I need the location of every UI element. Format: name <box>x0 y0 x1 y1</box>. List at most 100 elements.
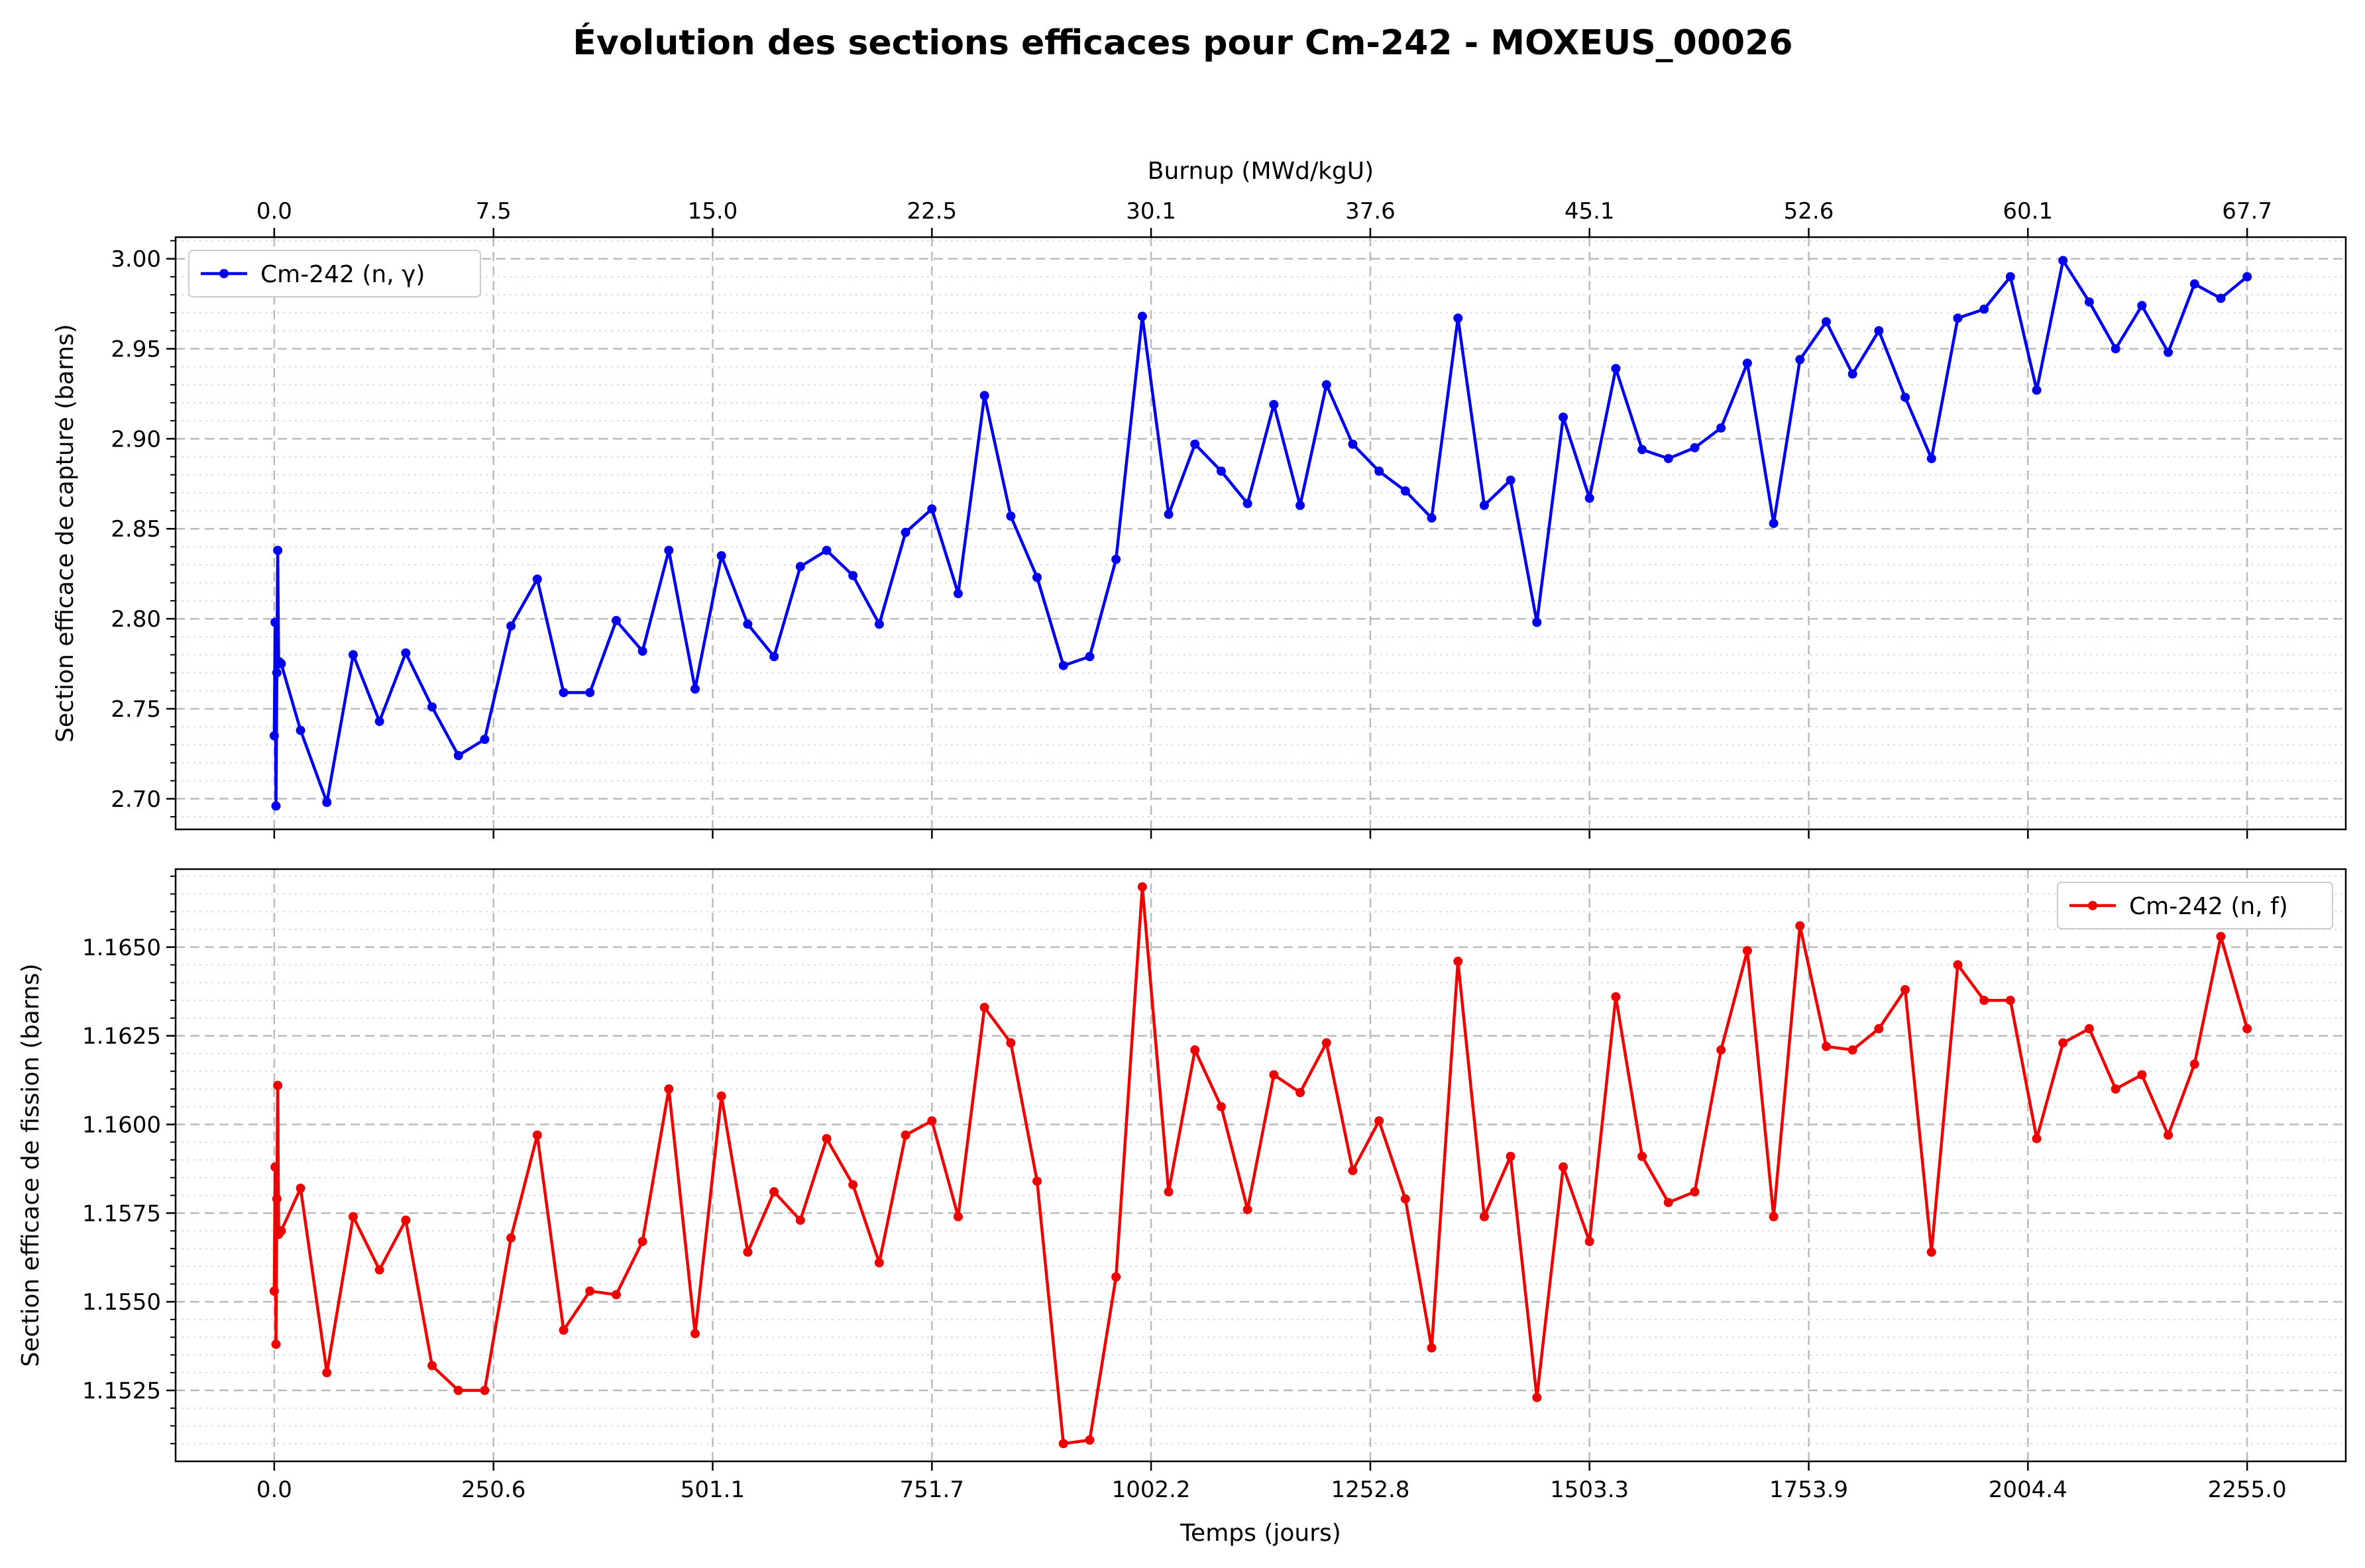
data-point <box>1716 1045 1726 1055</box>
data-point <box>271 801 281 811</box>
data-point <box>1164 1187 1174 1197</box>
data-point <box>901 1130 910 1140</box>
data-point <box>1979 304 1989 314</box>
burnup-tick-label: 60.1 <box>2003 198 2053 225</box>
data-point <box>506 621 516 631</box>
y-axis-label: Section efficace de capture (barns) <box>52 324 79 743</box>
data-point <box>1821 1041 1831 1051</box>
data-point <box>1190 439 1200 449</box>
data-point <box>611 615 621 625</box>
data-point <box>1769 1212 1779 1222</box>
data-point <box>374 716 384 726</box>
y-tick-label: 2.75 <box>111 696 161 723</box>
data-point <box>2032 1133 2042 1143</box>
data-point <box>1874 326 1884 336</box>
y-tick-label: 2.80 <box>111 606 161 633</box>
data-point <box>272 1194 282 1204</box>
data-point <box>2058 256 2068 266</box>
data-point <box>1032 1176 1042 1186</box>
data-point <box>874 619 884 629</box>
data-point <box>1663 454 1673 464</box>
data-point <box>1269 1070 1279 1080</box>
data-point <box>2137 1070 2147 1080</box>
data-point <box>1400 486 1410 496</box>
legend-marker <box>2088 901 2097 910</box>
axes-frame <box>174 236 2347 831</box>
data-point <box>848 570 858 580</box>
data-point <box>270 617 280 627</box>
data-point <box>559 688 569 698</box>
data-point <box>2005 272 2015 282</box>
data-point <box>848 1180 858 1190</box>
x-tick-label: 1002.2 <box>1112 1477 1191 1503</box>
data-point <box>927 504 937 514</box>
y-tick-label: 2.85 <box>111 516 161 543</box>
data-point <box>1137 882 1147 892</box>
data-point <box>1953 313 1963 323</box>
legend-box <box>2057 882 2333 929</box>
data-point <box>795 1215 805 1225</box>
data-point <box>743 1247 753 1257</box>
burnup-tick-label: 0.0 <box>256 198 292 225</box>
data-point <box>1953 960 1963 970</box>
data-point <box>453 1385 463 1395</box>
data-point <box>1742 358 1752 368</box>
y-tick-label: 1.1525 <box>82 1378 161 1404</box>
data-point <box>1795 921 1805 931</box>
data-point <box>743 619 753 629</box>
data-point <box>1795 354 1805 364</box>
data-point <box>427 1361 437 1371</box>
data-point <box>1479 1212 1489 1222</box>
legend-label: Cm-242 (n, f) <box>2129 893 2288 920</box>
data-point <box>1058 1439 1068 1449</box>
x-tick-label: 751.7 <box>900 1477 964 1503</box>
data-point <box>506 1233 516 1243</box>
data-point <box>716 550 726 560</box>
data-point <box>1821 317 1831 327</box>
data-point <box>559 1325 569 1335</box>
data-point <box>1085 1435 1095 1445</box>
y-tick-label: 1.1650 <box>82 935 161 961</box>
data-point <box>927 1116 937 1126</box>
data-point <box>1584 494 1594 503</box>
data-point <box>690 1329 700 1339</box>
data-point <box>480 735 490 745</box>
data-point <box>480 1385 490 1395</box>
data-point <box>1506 1151 1515 1161</box>
x-tick-label: 1753.9 <box>1769 1477 1848 1503</box>
x-tick-label: 1252.8 <box>1331 1477 1409 1503</box>
data-point <box>1216 1102 1226 1112</box>
data-point <box>269 731 279 741</box>
legend-marker <box>219 269 229 278</box>
burnup-tick-label: 45.1 <box>1565 198 1615 225</box>
y-tick-label: 1.1550 <box>82 1289 161 1316</box>
data-point <box>1269 399 1279 409</box>
data-point <box>276 1226 286 1236</box>
data-point <box>690 684 700 694</box>
data-point <box>953 589 963 599</box>
data-point <box>1453 313 1463 323</box>
data-point <box>1295 1088 1305 1098</box>
data-point <box>1532 617 1542 627</box>
data-point <box>1032 572 1042 582</box>
data-point <box>427 702 437 712</box>
legend: Cm-242 (n, f) <box>2057 882 2333 929</box>
data-point <box>1663 1198 1673 1208</box>
data-point <box>532 574 542 584</box>
axes-frame <box>174 868 2347 1463</box>
data-point <box>585 1286 595 1296</box>
data-point <box>1085 652 1095 662</box>
data-point <box>2216 293 2226 303</box>
data-point <box>822 545 832 555</box>
data-point <box>2216 931 2226 941</box>
burnup-tick-label: 7.5 <box>476 198 512 225</box>
series-line <box>272 259 2248 808</box>
data-point <box>532 1130 542 1140</box>
data-point <box>2058 1038 2068 1048</box>
burnup-tick-label: 67.7 <box>2222 198 2272 225</box>
data-point <box>1400 1194 1410 1204</box>
data-point <box>1190 1045 1200 1055</box>
y-tick-label: 1.1625 <box>82 1023 161 1050</box>
data-point <box>1769 519 1779 529</box>
